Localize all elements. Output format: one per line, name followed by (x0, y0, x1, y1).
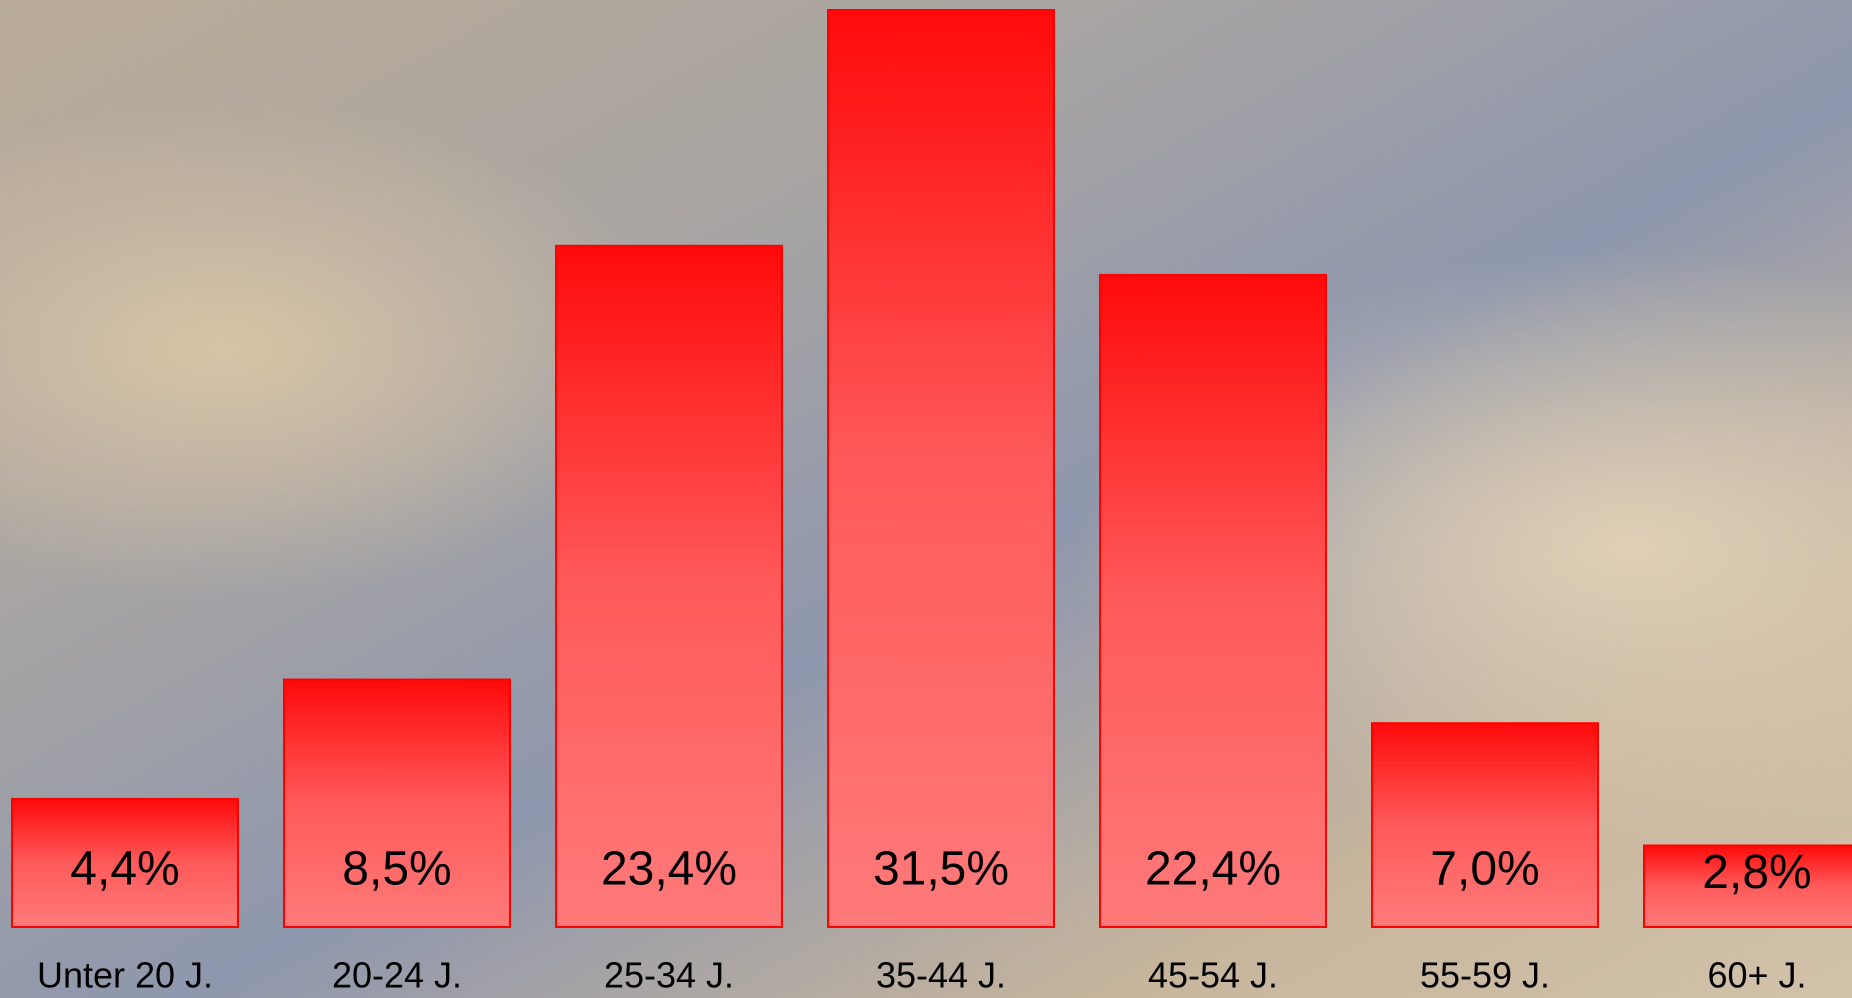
x-tick-label: 35-44 J. (876, 955, 1006, 996)
x-tick-label: 20-24 J. (332, 955, 462, 996)
value-label: 8,5% (342, 843, 451, 896)
value-label: 7,0% (1430, 843, 1539, 896)
bar (1643, 844, 1852, 928)
bar (555, 244, 783, 929)
value-label: 4,4% (70, 843, 179, 896)
x-tick-label: Unter 20 J. (37, 955, 213, 996)
x-tick-label: 25-34 J. (604, 955, 734, 996)
bar (283, 678, 511, 928)
bar (11, 797, 239, 929)
x-tick-label: 45-54 J. (1148, 955, 1278, 996)
bar (827, 9, 1055, 928)
value-label: 31,5% (873, 843, 1009, 896)
value-label: 22,4% (1145, 843, 1281, 896)
bar (1371, 722, 1599, 928)
value-label: 2,8% (1702, 846, 1811, 899)
x-tick-label: 55-59 J. (1420, 955, 1550, 996)
bar (1099, 273, 1327, 928)
value-label: 23,4% (601, 843, 737, 896)
x-tick-label: 60+ J. (1707, 955, 1806, 996)
